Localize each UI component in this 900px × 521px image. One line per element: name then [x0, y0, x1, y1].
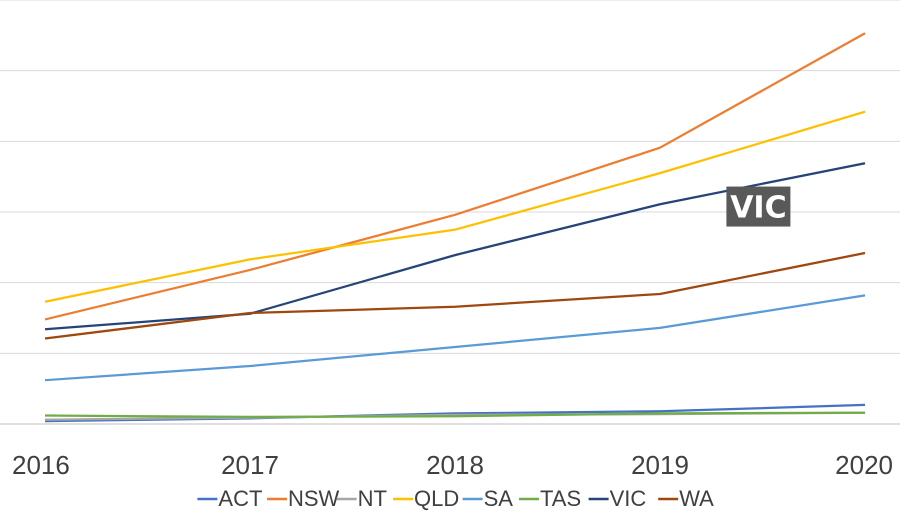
legend: ACT NSW NT QLD SA TAS VIC WA	[197, 486, 714, 511]
series-line-wa	[44, 251, 866, 340]
legend-item-tas: TAS	[519, 486, 581, 511]
series-line-qld	[44, 110, 866, 303]
legend-item-nt: NT	[336, 486, 387, 511]
series-lines	[44, 32, 866, 423]
x-tick-label: 2020	[835, 450, 893, 480]
legend-item-qld: QLD	[393, 486, 459, 511]
annotation-badge	[726, 186, 791, 227]
x-tick-label: 2018	[426, 450, 484, 480]
gridlines	[0, 0, 900, 425]
legend-label: WA	[679, 486, 714, 511]
legend-item-sa: SA	[462, 486, 514, 511]
legend-item-nsw: NSW	[267, 486, 340, 511]
series-line-tas	[44, 411, 866, 419]
annotation-vic: VIC	[726, 186, 791, 227]
x-tick-label: 2016	[12, 450, 70, 480]
series-line-nsw	[44, 32, 866, 321]
legend-label: TAS	[540, 486, 581, 511]
legend-label: NSW	[288, 486, 340, 511]
legend-label: QLD	[414, 486, 459, 511]
series-line-sa	[44, 294, 866, 382]
legend-label: VIC	[610, 486, 647, 511]
annotation-label: VIC	[730, 191, 786, 226]
x-tick-label: 2017	[221, 450, 279, 480]
x-axis-tick-labels: 2016 2017 2018 2019 2020	[12, 450, 893, 480]
legend-item-act: ACT	[197, 486, 262, 511]
x-tick-label: 2019	[631, 450, 689, 480]
legend-item-wa: WA	[658, 486, 714, 511]
legend-label: NT	[358, 486, 387, 511]
legend-item-vic: VIC	[588, 486, 647, 511]
legend-label: ACT	[218, 486, 262, 511]
legend-label: SA	[484, 486, 514, 511]
